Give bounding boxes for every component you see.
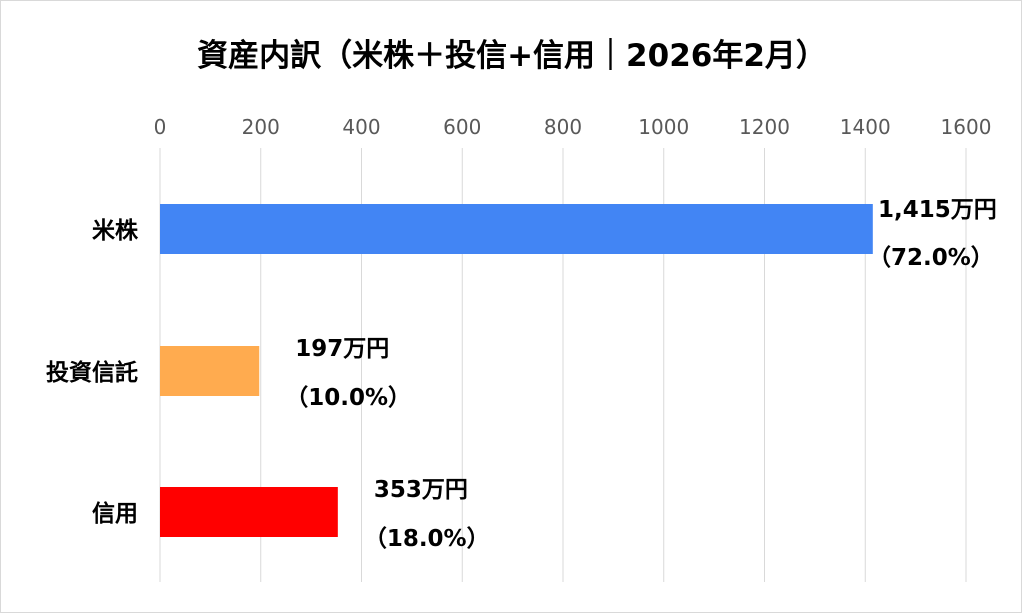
x-tick-label: 600 bbox=[443, 115, 481, 139]
data-label: 1,415万円 bbox=[878, 197, 997, 223]
x-tick-label: 400 bbox=[342, 115, 380, 139]
category-label: 投資信託 bbox=[46, 359, 138, 386]
data-label: 197万円 bbox=[295, 336, 389, 362]
x-tick-label: 200 bbox=[242, 115, 280, 139]
percent-label: （18.0%） bbox=[364, 525, 490, 552]
bar bbox=[160, 346, 260, 396]
category-label: 信用 bbox=[92, 500, 138, 527]
x-tick-label: 0 bbox=[154, 115, 167, 139]
percent-label: （10.0%） bbox=[285, 384, 411, 411]
chart-title: 資産内訳（米株＋投信+信用｜2026年2月） bbox=[197, 38, 827, 74]
bar bbox=[160, 204, 873, 254]
x-tick-label: 800 bbox=[544, 115, 582, 139]
x-tick-label: 1400 bbox=[840, 115, 891, 139]
category-label: 米株 bbox=[92, 218, 139, 244]
x-tick-label: 1000 bbox=[638, 115, 689, 139]
bar bbox=[160, 487, 338, 537]
x-tick-label: 1600 bbox=[941, 115, 992, 139]
data-label: 353万円 bbox=[374, 477, 468, 503]
x-tick-label: 1200 bbox=[739, 115, 790, 139]
percent-label: （72.0%） bbox=[868, 244, 994, 271]
